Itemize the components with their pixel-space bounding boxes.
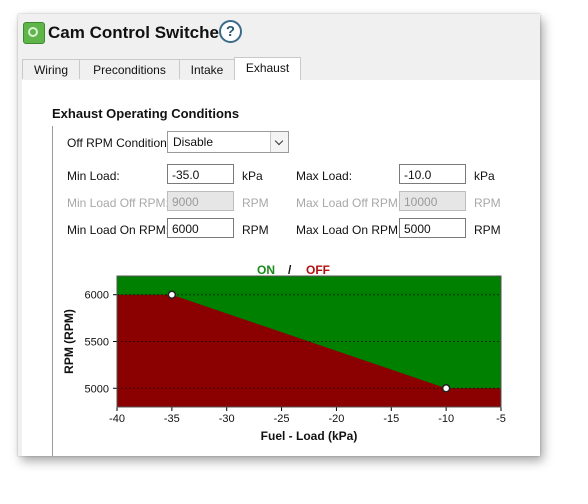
title-bar: Cam Control Switched ? bbox=[18, 14, 540, 54]
max-load-unit: kPa bbox=[474, 169, 495, 183]
section-title: Exhaust Operating Conditions bbox=[52, 106, 240, 121]
min-load-on-rpm-label: Min Load On RPM: bbox=[67, 223, 170, 237]
chevron-down-icon[interactable] bbox=[270, 132, 288, 152]
off-region bbox=[117, 294, 501, 407]
max-load-input[interactable]: -10.0 bbox=[399, 164, 466, 184]
legend-off: OFF bbox=[306, 263, 330, 277]
x-tick-label: -35 bbox=[164, 413, 180, 425]
app-icon bbox=[23, 22, 45, 44]
legend-separator: / bbox=[288, 263, 292, 277]
y-tick-label: 5000 bbox=[85, 383, 109, 395]
off-rpm-condition-label: Off RPM Condition bbox=[67, 136, 167, 150]
max-load-on-rpm-label: Max Load On RPM: bbox=[296, 223, 402, 237]
tab-intake[interactable]: Intake bbox=[179, 59, 235, 79]
x-tick-label: -10 bbox=[438, 413, 454, 425]
max-load-off-rpm-label: Max Load Off RPM: bbox=[296, 196, 402, 210]
section-divider bbox=[52, 126, 53, 456]
max-load-on-rpm-unit: RPM bbox=[474, 223, 501, 237]
max-load-label: Max Load: bbox=[296, 169, 353, 183]
tab-bar: Wiring Preconditions Intake Exhaust bbox=[22, 57, 540, 81]
min-load-input[interactable]: -35.0 bbox=[167, 164, 234, 184]
max-load-off-rpm-input: 10000 bbox=[399, 191, 466, 211]
max-load-on-rpm-input[interactable]: 5000 bbox=[399, 218, 466, 238]
min-load-off-rpm-unit: RPM bbox=[242, 196, 269, 210]
off-rpm-condition-select[interactable]: Disable bbox=[167, 131, 289, 153]
window-title: Cam Control Switched bbox=[48, 23, 230, 42]
min-load-on-rpm-input[interactable]: 6000 bbox=[167, 218, 234, 238]
tab-exhaust[interactable]: Exhaust bbox=[234, 57, 301, 81]
x-axis-label: Fuel - Load (kPa) bbox=[261, 429, 358, 443]
exhaust-panel: Exhaust Operating Conditions Off RPM Con… bbox=[22, 80, 540, 456]
x-tick-label: -25 bbox=[274, 413, 290, 425]
y-tick-label: 6000 bbox=[85, 290, 109, 302]
dialog-window: Cam Control Switched ? Wiring Preconditi… bbox=[18, 14, 540, 456]
x-tick-label: -20 bbox=[328, 413, 344, 425]
control-point[interactable] bbox=[167, 290, 177, 299]
y-tick-label: 5500 bbox=[85, 337, 109, 349]
plot-frame bbox=[116, 275, 502, 408]
x-tick-label: -30 bbox=[219, 413, 235, 425]
min-load-on-rpm-unit: RPM bbox=[242, 223, 269, 237]
x-tick-label: -5 bbox=[496, 413, 506, 425]
x-tick-label: -15 bbox=[383, 413, 399, 425]
y-axis-label: RPM (RPM) bbox=[62, 309, 76, 374]
help-icon[interactable]: ? bbox=[219, 20, 242, 43]
tab-preconditions[interactable]: Preconditions bbox=[79, 59, 180, 79]
min-load-off-rpm-label: Min Load Off RPM: bbox=[67, 196, 169, 210]
min-load-unit: kPa bbox=[242, 169, 263, 183]
control-point[interactable] bbox=[441, 384, 451, 393]
legend-on: ON bbox=[257, 263, 275, 277]
max-load-off-rpm-unit: RPM bbox=[474, 196, 501, 210]
rpm-load-chart[interactable]: 5000 5500 6000 -40 -35 -30 -25 -20 -15 -10 -5 Fuel … bbox=[22, 80, 540, 456]
min-load-off-rpm-input: 9000 bbox=[167, 191, 234, 211]
x-tick-label: -40 bbox=[109, 413, 125, 425]
tab-wiring[interactable]: Wiring bbox=[22, 59, 80, 79]
off-rpm-condition-value: Disable bbox=[173, 135, 214, 149]
min-load-label: Min Load: bbox=[67, 169, 120, 183]
